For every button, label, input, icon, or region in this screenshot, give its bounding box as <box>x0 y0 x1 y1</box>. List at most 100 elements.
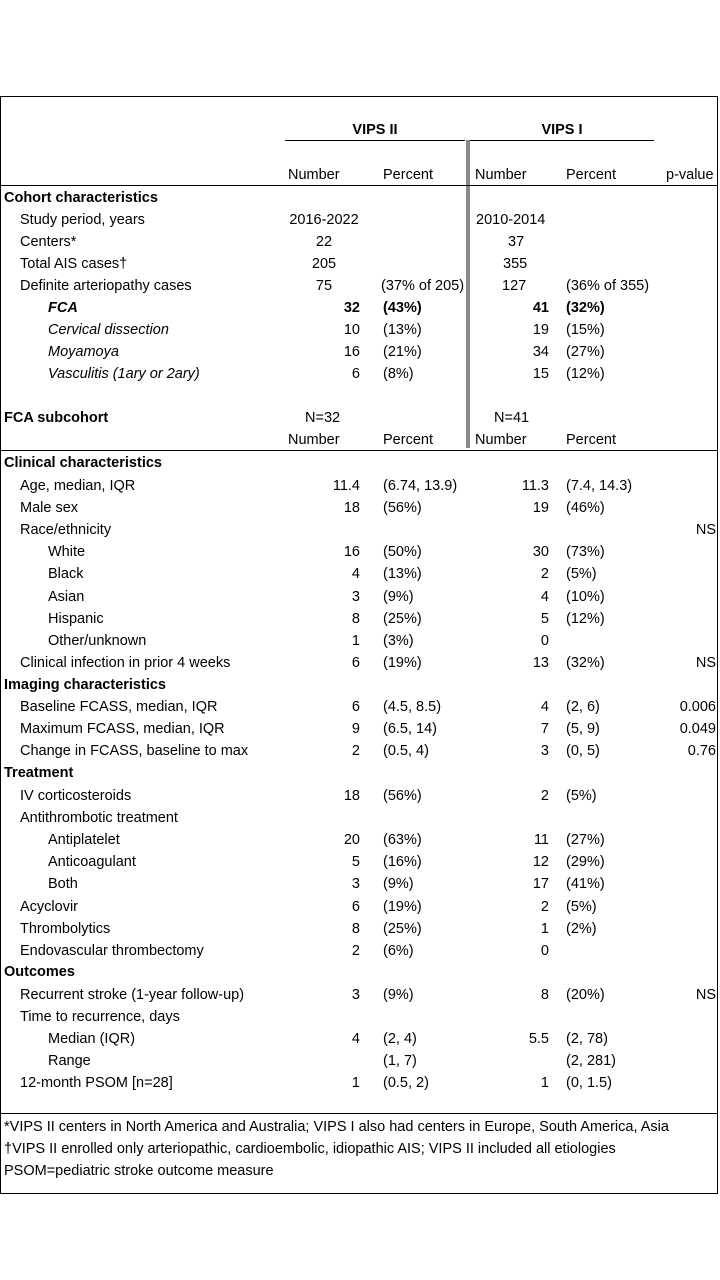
vips1-number: 4 <box>540 588 549 605</box>
vips1-percent: (29%) <box>566 854 605 871</box>
vips1-number: 0 <box>540 942 549 959</box>
column-separator <box>466 140 470 448</box>
vips2-number-header: Number <box>288 167 340 183</box>
vips1-number: 17 <box>532 876 549 893</box>
vips2-percent: (6.74, 13.9) <box>383 478 458 494</box>
vips2-number: 1 <box>351 1075 360 1092</box>
vips1-number: 1 <box>540 920 549 937</box>
vips2-number: 16 <box>343 344 360 360</box>
row-label: Baseline FCASS, median, IQR <box>20 699 218 715</box>
vips1-number: 5.5 <box>528 1031 549 1048</box>
vips2-percent: (1, 7) <box>383 1053 417 1070</box>
vips2-number: 6 <box>351 654 360 671</box>
vips1-number: 12 <box>532 854 549 871</box>
vips2-percent: (2, 4) <box>383 1031 417 1048</box>
row-label: Endovascular thrombectomy <box>20 942 204 959</box>
vips2-number: 16 <box>343 544 360 561</box>
row-label: Thrombolytics <box>20 920 111 937</box>
vips2-percent: (9%) <box>383 987 414 1003</box>
fca-vips2-number-header: Number <box>288 432 340 448</box>
vips2-percent: (25%) <box>383 610 422 627</box>
row-label: Both <box>48 876 78 893</box>
vips1-percent: (12%) <box>566 366 605 382</box>
vips2-percent: (21%) <box>383 344 422 360</box>
vips2-percent: (50%) <box>383 544 422 561</box>
vips1-number: 0 <box>540 632 549 649</box>
vips1-percent: (5%) <box>566 898 597 915</box>
vips2-percent: (16%) <box>383 854 422 871</box>
vips1-percent: (7.4, 14.3) <box>566 478 633 494</box>
vips1-percent: (5, 9) <box>566 721 600 738</box>
row-label: Acyclovir <box>20 898 79 915</box>
vips2-number: 3 <box>351 987 360 1003</box>
vips2-number: 8 <box>351 920 360 937</box>
vips2-percent: (56%) <box>383 788 422 804</box>
row-label: Median (IQR) <box>48 1031 136 1048</box>
outcomes-title: Outcomes <box>4 964 75 980</box>
row-label: IV corticosteroids <box>20 788 132 804</box>
vips1-number: 4 <box>540 699 549 715</box>
vips1-number: 1 <box>540 1075 549 1092</box>
vips1-percent: (41%) <box>566 876 605 893</box>
vips2-number: 1 <box>351 632 360 649</box>
vips2-percent: (9%) <box>383 588 414 605</box>
vips2-number: 75 <box>315 278 333 294</box>
row-label: Clinical infection in prior 4 weeks <box>20 654 231 671</box>
vips2-percent: (56%) <box>383 500 422 517</box>
imaging-title: Imaging characteristics <box>4 677 166 693</box>
vips1-number: 11 <box>533 832 549 849</box>
vips2-number: 205 <box>311 256 337 272</box>
row-label: Recurrent stroke (1-year follow-up) <box>20 987 245 1003</box>
vips1-percent: (0, 1.5) <box>566 1075 612 1092</box>
vips2-percent: (8%) <box>383 366 414 382</box>
vips1-number: 19 <box>532 500 549 517</box>
row-label: Cervical dissection <box>48 322 169 338</box>
row-label: Asian <box>48 588 85 605</box>
vips2-percent: (19%) <box>383 898 422 915</box>
footnote-psom: PSOM=pediatric stroke outcome measure <box>4 1163 274 1179</box>
vips2-number: 2 <box>351 942 360 959</box>
row-label: Moyamoya <box>48 344 119 360</box>
vips1-number: 8 <box>540 987 549 1003</box>
row-label: Antithrombotic treatment <box>20 810 178 827</box>
vips2-number: 6 <box>351 366 360 382</box>
vips2-percent: (19%) <box>383 654 422 671</box>
pvalue-header: p-value <box>666 167 714 183</box>
vips2-number: 3 <box>351 876 360 893</box>
vips1-percent: (2%) <box>566 920 597 937</box>
vips2-header: VIPS II <box>352 122 398 138</box>
vips2-percent: (0.5, 4) <box>383 743 429 760</box>
vips1-percent: (15%) <box>566 322 605 338</box>
vips2-number: 22 <box>315 234 333 250</box>
vips1-percent: (32%) <box>566 300 605 316</box>
vips2-number: 18 <box>343 788 360 804</box>
row-label: 12-month PSOM [n=28] <box>20 1075 173 1092</box>
row-label: Race/ethnicity <box>20 522 112 539</box>
vips2-number: 4 <box>351 566 360 583</box>
fca-vips2-percent-header: Percent <box>383 432 433 448</box>
vips1-number: 19 <box>532 322 549 338</box>
row-label: Centers* <box>20 234 77 250</box>
p-value: NS <box>695 654 716 671</box>
p-value: 0.76 <box>687 743 716 760</box>
vips1-number: 37 <box>508 234 525 250</box>
vips1-number: 5 <box>540 610 549 627</box>
vips1-percent: (2, 281) <box>566 1053 616 1070</box>
row-label: Total AIS cases† <box>20 256 128 272</box>
vips1-percent: (12%) <box>566 610 605 627</box>
vips2-number: 3 <box>351 588 360 605</box>
vips1-header: VIPS I <box>541 122 583 138</box>
vips2-number: 11.4 <box>332 478 360 494</box>
table-frame <box>0 96 718 1194</box>
footnote-centers: *VIPS II centers in North America and Au… <box>4 1119 669 1135</box>
vips1-number: 7 <box>540 721 549 738</box>
vips2-number: 6 <box>351 898 360 915</box>
fca-subcohort-title: FCA subcohort <box>4 410 109 426</box>
vips1-percent: (2, 78) <box>566 1031 608 1048</box>
vips2-number: 9 <box>351 721 360 738</box>
p-value: NS <box>695 987 716 1003</box>
vips1-percent: (73%) <box>566 544 605 561</box>
vips1-underline <box>470 140 654 141</box>
row-label: FCA <box>48 300 78 316</box>
fca-rule <box>0 450 718 451</box>
